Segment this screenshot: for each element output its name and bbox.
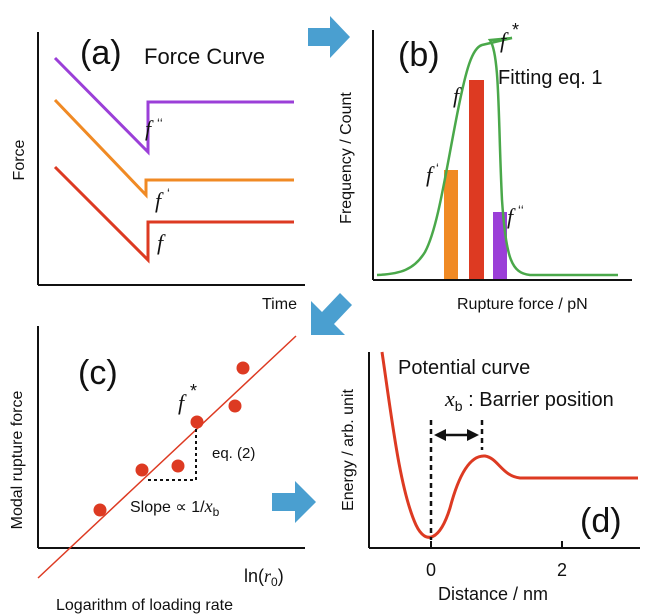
- data-points: [93, 361, 250, 517]
- regression-line: [37, 335, 297, 579]
- svg-text:ln(r0): ln(r0): [244, 566, 284, 589]
- slope-triangle: [148, 428, 197, 481]
- panel-d-letter: (d): [580, 502, 622, 540]
- bar-label-center: f: [453, 83, 462, 108]
- panel-c-xlabel: ln(r0): [244, 566, 284, 589]
- data-point: [93, 503, 107, 517]
- svg-text:f: f: [426, 162, 435, 187]
- panel-d: 0 2 Potential curve xb : Barrier positio…: [340, 351, 640, 604]
- x-tick-label-0: 0: [426, 560, 436, 580]
- svg-text:Slope ∝ 1/xb: Slope ∝ 1/xb: [130, 496, 220, 519]
- svg-text:ʻʻ: ʻʻ: [518, 203, 524, 218]
- eq-label: eq. (2): [212, 445, 255, 462]
- panel-b-xlabel: Rupture force / pN: [457, 296, 588, 313]
- panel-a-letter: (a): [80, 34, 122, 72]
- svg-text:xb : Barrier position: xb : Barrier position: [444, 386, 614, 414]
- panel-d-ylabel: Energy / arb. unit: [340, 389, 357, 511]
- fit-curve: [376, 36, 618, 277]
- arrow-b-to-c: [311, 293, 352, 335]
- panel-a-title: Force Curve: [144, 44, 265, 69]
- svg-text:ʻ: ʻ: [436, 161, 439, 176]
- svg-text:*: *: [512, 20, 519, 40]
- panel-b-ylabel: Frequency / Count: [338, 92, 355, 224]
- bar-label-right: f ʻʻ: [507, 203, 524, 229]
- data-point: [190, 415, 204, 429]
- peak-label: f *: [500, 20, 519, 53]
- svg-text:f: f: [500, 28, 509, 53]
- potential-curve: [380, 351, 638, 539]
- data-point: [171, 459, 185, 473]
- panel-a-ylabel: Force: [11, 139, 28, 180]
- svg-text:*: *: [190, 381, 197, 401]
- x-tick-label-2: 2: [557, 560, 567, 580]
- panel-d-xlabel: Distance / nm: [438, 584, 548, 604]
- panel-c-caption: Logarithm of loading rate: [56, 597, 233, 614]
- svg-text:f: f: [155, 188, 164, 213]
- barrier-label: xb : Barrier position: [444, 386, 614, 414]
- arrow-a-to-b: [308, 16, 350, 58]
- panel-c-ylabel: Modal rupture force: [9, 391, 26, 530]
- data-point: [236, 361, 250, 375]
- arrow-c-to-d: [272, 481, 316, 523]
- svg-text:f: f: [507, 204, 516, 229]
- svg-text:ʻ: ʻ: [167, 186, 170, 201]
- bar-label-left: f ʻ: [426, 161, 439, 187]
- svg-text:f: f: [178, 390, 187, 415]
- data-point: [135, 463, 149, 477]
- panel-d-title: Potential curve: [398, 357, 530, 379]
- panel-b-letter: (b): [398, 36, 440, 74]
- panel-a: (a) Force Curve Force Time f ʻʻ f ʻ f: [11, 32, 305, 313]
- flow-arrows: [272, 16, 352, 523]
- force-curve-bottom: [53, 165, 294, 264]
- point-label: f *: [178, 381, 197, 415]
- curve-label-mid: f ʻ: [155, 186, 170, 213]
- panel-c: (c) Modal rupture force ln(r0) Logarithm…: [9, 326, 305, 614]
- slope-label: Slope ∝ 1/xb: [130, 496, 220, 519]
- histogram-bar-left: [444, 170, 458, 279]
- svg-text:ʻʻ: ʻʻ: [157, 116, 163, 131]
- svg-text:f: f: [145, 116, 154, 141]
- curve-label-bottom: f: [157, 230, 166, 255]
- panel-c-letter: (c): [78, 354, 118, 392]
- panel-a-xlabel: Time: [262, 296, 297, 313]
- panel-b-fit-label: Fitting eq. 1: [498, 67, 603, 89]
- curve-label-top: f ʻʻ: [145, 116, 163, 141]
- histogram-bar-center: [469, 80, 484, 279]
- force-curve-mid: [53, 98, 294, 199]
- panel-b: (b) Fitting eq. 1 Frequency / Count Rupt…: [338, 20, 632, 313]
- force-curve-top: [53, 56, 294, 156]
- barrier-double-arrow: [434, 429, 479, 441]
- data-point: [228, 399, 242, 413]
